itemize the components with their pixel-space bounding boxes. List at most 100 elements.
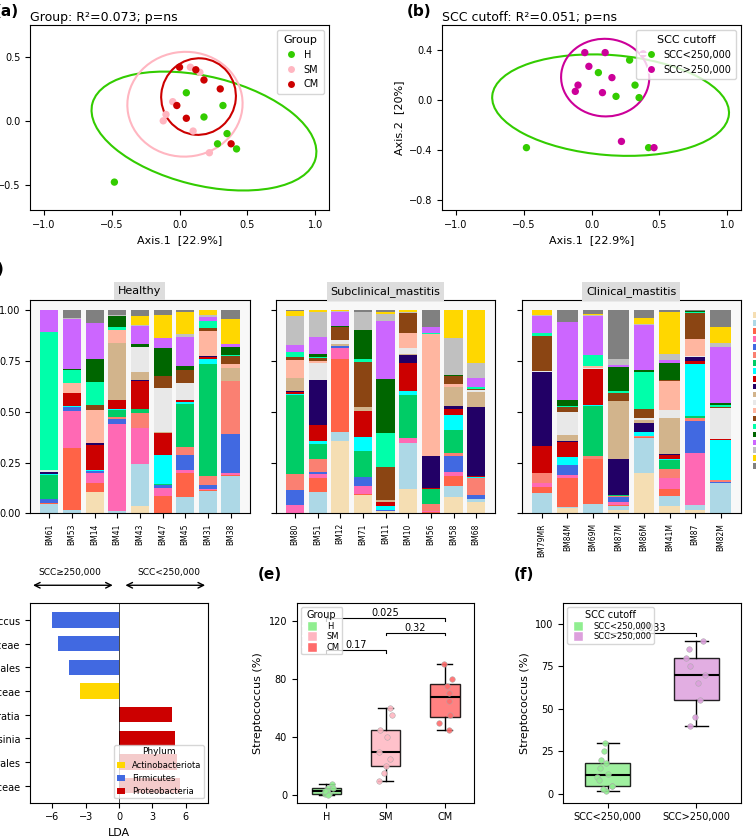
Legend: H, SM, CM: H, SM, CM [301, 608, 342, 655]
Bar [685, 421, 705, 453]
Y-axis label: Streptococcus (%): Streptococcus (%) [519, 652, 529, 754]
Text: 0.32: 0.32 [404, 623, 426, 633]
Point [600, 737, 612, 750]
Bar [131, 409, 149, 413]
Point [157, 115, 169, 128]
Point [699, 668, 711, 681]
Bar [199, 492, 217, 513]
Bar [634, 423, 654, 431]
Text: (f): (f) [513, 568, 534, 583]
Bar [467, 406, 485, 477]
Text: (b): (b) [407, 4, 431, 19]
Bar [308, 380, 327, 425]
Bar [108, 310, 126, 315]
Bar [609, 459, 629, 495]
Bar [583, 370, 603, 405]
Bar [659, 454, 680, 455]
Bar [399, 314, 417, 334]
Bar [153, 389, 172, 432]
Bar [354, 437, 372, 451]
Bar [308, 441, 327, 445]
Bar [63, 447, 81, 510]
Y-axis label: Streptococcus (%): Streptococcus (%) [253, 652, 263, 754]
Point [187, 125, 199, 138]
Bar [711, 406, 731, 408]
Bar [308, 445, 327, 459]
Bar [376, 314, 395, 321]
Bar [711, 408, 731, 439]
Bar [40, 470, 58, 472]
Bar [85, 381, 104, 405]
Bar [108, 511, 126, 513]
Text: SCC<250,000: SCC<250,000 [138, 568, 200, 578]
Bar [445, 376, 463, 384]
Bar [445, 472, 463, 477]
Bar [52, 612, 119, 628]
Bar [176, 402, 194, 404]
Bar [422, 503, 440, 511]
Point [212, 137, 224, 150]
Bar [634, 310, 654, 319]
Bar [376, 433, 395, 467]
Point [606, 71, 618, 84]
Point [383, 701, 395, 715]
Y-axis label: Axis.2  [20%]: Axis.2 [20%] [394, 80, 404, 155]
Bar [531, 493, 552, 513]
Point [322, 782, 334, 795]
Bar [399, 349, 417, 354]
Bar [176, 473, 194, 497]
Bar [399, 443, 417, 489]
Point [214, 82, 226, 95]
Bar [108, 315, 126, 316]
Bar [711, 403, 731, 405]
Point [180, 86, 192, 99]
Point [684, 719, 696, 732]
Bar [286, 474, 304, 490]
Bar [176, 312, 194, 334]
Bar [557, 435, 578, 441]
Point [606, 779, 618, 793]
Bar [286, 352, 304, 356]
Bar [199, 315, 217, 317]
Point [433, 716, 445, 729]
Bar [376, 512, 395, 513]
Bar [131, 310, 149, 316]
Title: Clinical_mastitis: Clinical_mastitis [586, 287, 677, 298]
Point [327, 782, 339, 795]
Bar [467, 378, 485, 387]
Bar [531, 487, 552, 493]
Bar [609, 497, 629, 502]
Bar [609, 506, 629, 510]
Bar [331, 346, 349, 348]
Bar [685, 364, 705, 416]
Bar [685, 505, 705, 510]
Point [624, 54, 636, 67]
Bar [176, 334, 194, 337]
Bar [583, 316, 603, 354]
Bar [308, 337, 327, 354]
Bar [108, 417, 126, 419]
Bar [131, 413, 149, 427]
Bar [199, 310, 217, 315]
Bar [331, 312, 349, 313]
Bar [308, 472, 327, 474]
Point [643, 141, 655, 155]
Bar [199, 477, 217, 485]
Bar [176, 456, 194, 470]
Point [443, 694, 455, 707]
Bar [286, 378, 304, 391]
Point [692, 676, 704, 690]
Bar [557, 441, 578, 457]
Bar [531, 483, 552, 487]
Bar [445, 497, 463, 513]
Bar [445, 384, 463, 387]
Point [684, 660, 696, 673]
Point [225, 137, 237, 150]
Bar [199, 321, 217, 328]
Bar [153, 310, 172, 315]
Bar [331, 344, 349, 346]
Bar [308, 492, 327, 513]
Bar [445, 453, 463, 456]
Bar [286, 391, 304, 392]
Bar [445, 375, 463, 376]
